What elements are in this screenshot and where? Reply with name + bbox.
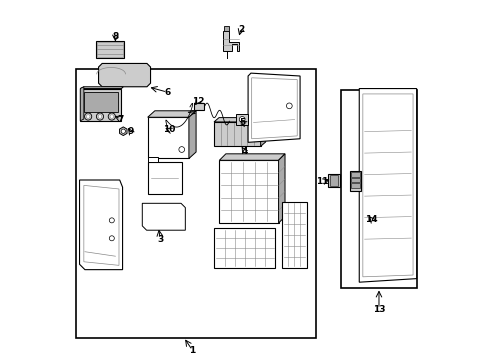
Bar: [96, 41, 124, 58]
Text: 4: 4: [241, 147, 247, 156]
Text: 5: 5: [239, 118, 245, 127]
Circle shape: [121, 129, 125, 134]
Bar: [351, 172, 359, 177]
Bar: [329, 175, 338, 186]
Polygon shape: [188, 111, 196, 158]
Polygon shape: [214, 118, 265, 122]
Bar: [219, 160, 278, 223]
Text: 1: 1: [189, 346, 195, 355]
Bar: [80, 89, 121, 121]
Text: 9: 9: [127, 127, 133, 136]
Polygon shape: [142, 203, 185, 230]
Text: 7: 7: [117, 114, 124, 123]
Text: 14: 14: [365, 215, 377, 224]
Polygon shape: [147, 157, 158, 162]
Bar: [235, 114, 248, 125]
Bar: [193, 103, 204, 111]
Circle shape: [96, 113, 103, 120]
Polygon shape: [223, 31, 239, 51]
Circle shape: [286, 103, 292, 109]
Text: 11: 11: [316, 177, 328, 186]
Circle shape: [179, 147, 184, 152]
Polygon shape: [247, 73, 300, 142]
Polygon shape: [120, 127, 127, 135]
Polygon shape: [80, 180, 122, 270]
Text: 2: 2: [237, 25, 244, 34]
Polygon shape: [80, 87, 83, 121]
Text: 8: 8: [112, 32, 118, 41]
Bar: [76, 69, 316, 338]
Polygon shape: [219, 154, 285, 160]
Text: 3: 3: [157, 235, 163, 244]
Circle shape: [110, 115, 113, 118]
Polygon shape: [147, 162, 182, 194]
Text: 6: 6: [164, 87, 170, 96]
Polygon shape: [147, 111, 196, 117]
Circle shape: [84, 113, 92, 120]
Bar: [97, 42, 123, 57]
Circle shape: [239, 117, 244, 122]
Bar: [328, 174, 339, 187]
Polygon shape: [278, 154, 285, 223]
Bar: [341, 90, 416, 288]
Polygon shape: [359, 89, 416, 282]
Bar: [83, 92, 118, 112]
Bar: [282, 202, 306, 268]
Bar: [224, 26, 228, 31]
Circle shape: [109, 218, 114, 223]
Circle shape: [109, 236, 114, 241]
Bar: [214, 228, 275, 268]
Bar: [214, 122, 260, 146]
Text: 12: 12: [191, 96, 203, 105]
Bar: [147, 117, 188, 158]
Text: 10: 10: [163, 125, 175, 134]
Text: 13: 13: [372, 305, 385, 314]
Circle shape: [86, 115, 90, 118]
Circle shape: [98, 115, 102, 118]
Polygon shape: [99, 63, 150, 87]
Circle shape: [108, 113, 115, 120]
Polygon shape: [260, 118, 265, 146]
Bar: [351, 178, 359, 182]
Bar: [351, 184, 359, 188]
Bar: [349, 171, 360, 191]
Polygon shape: [80, 87, 123, 89]
